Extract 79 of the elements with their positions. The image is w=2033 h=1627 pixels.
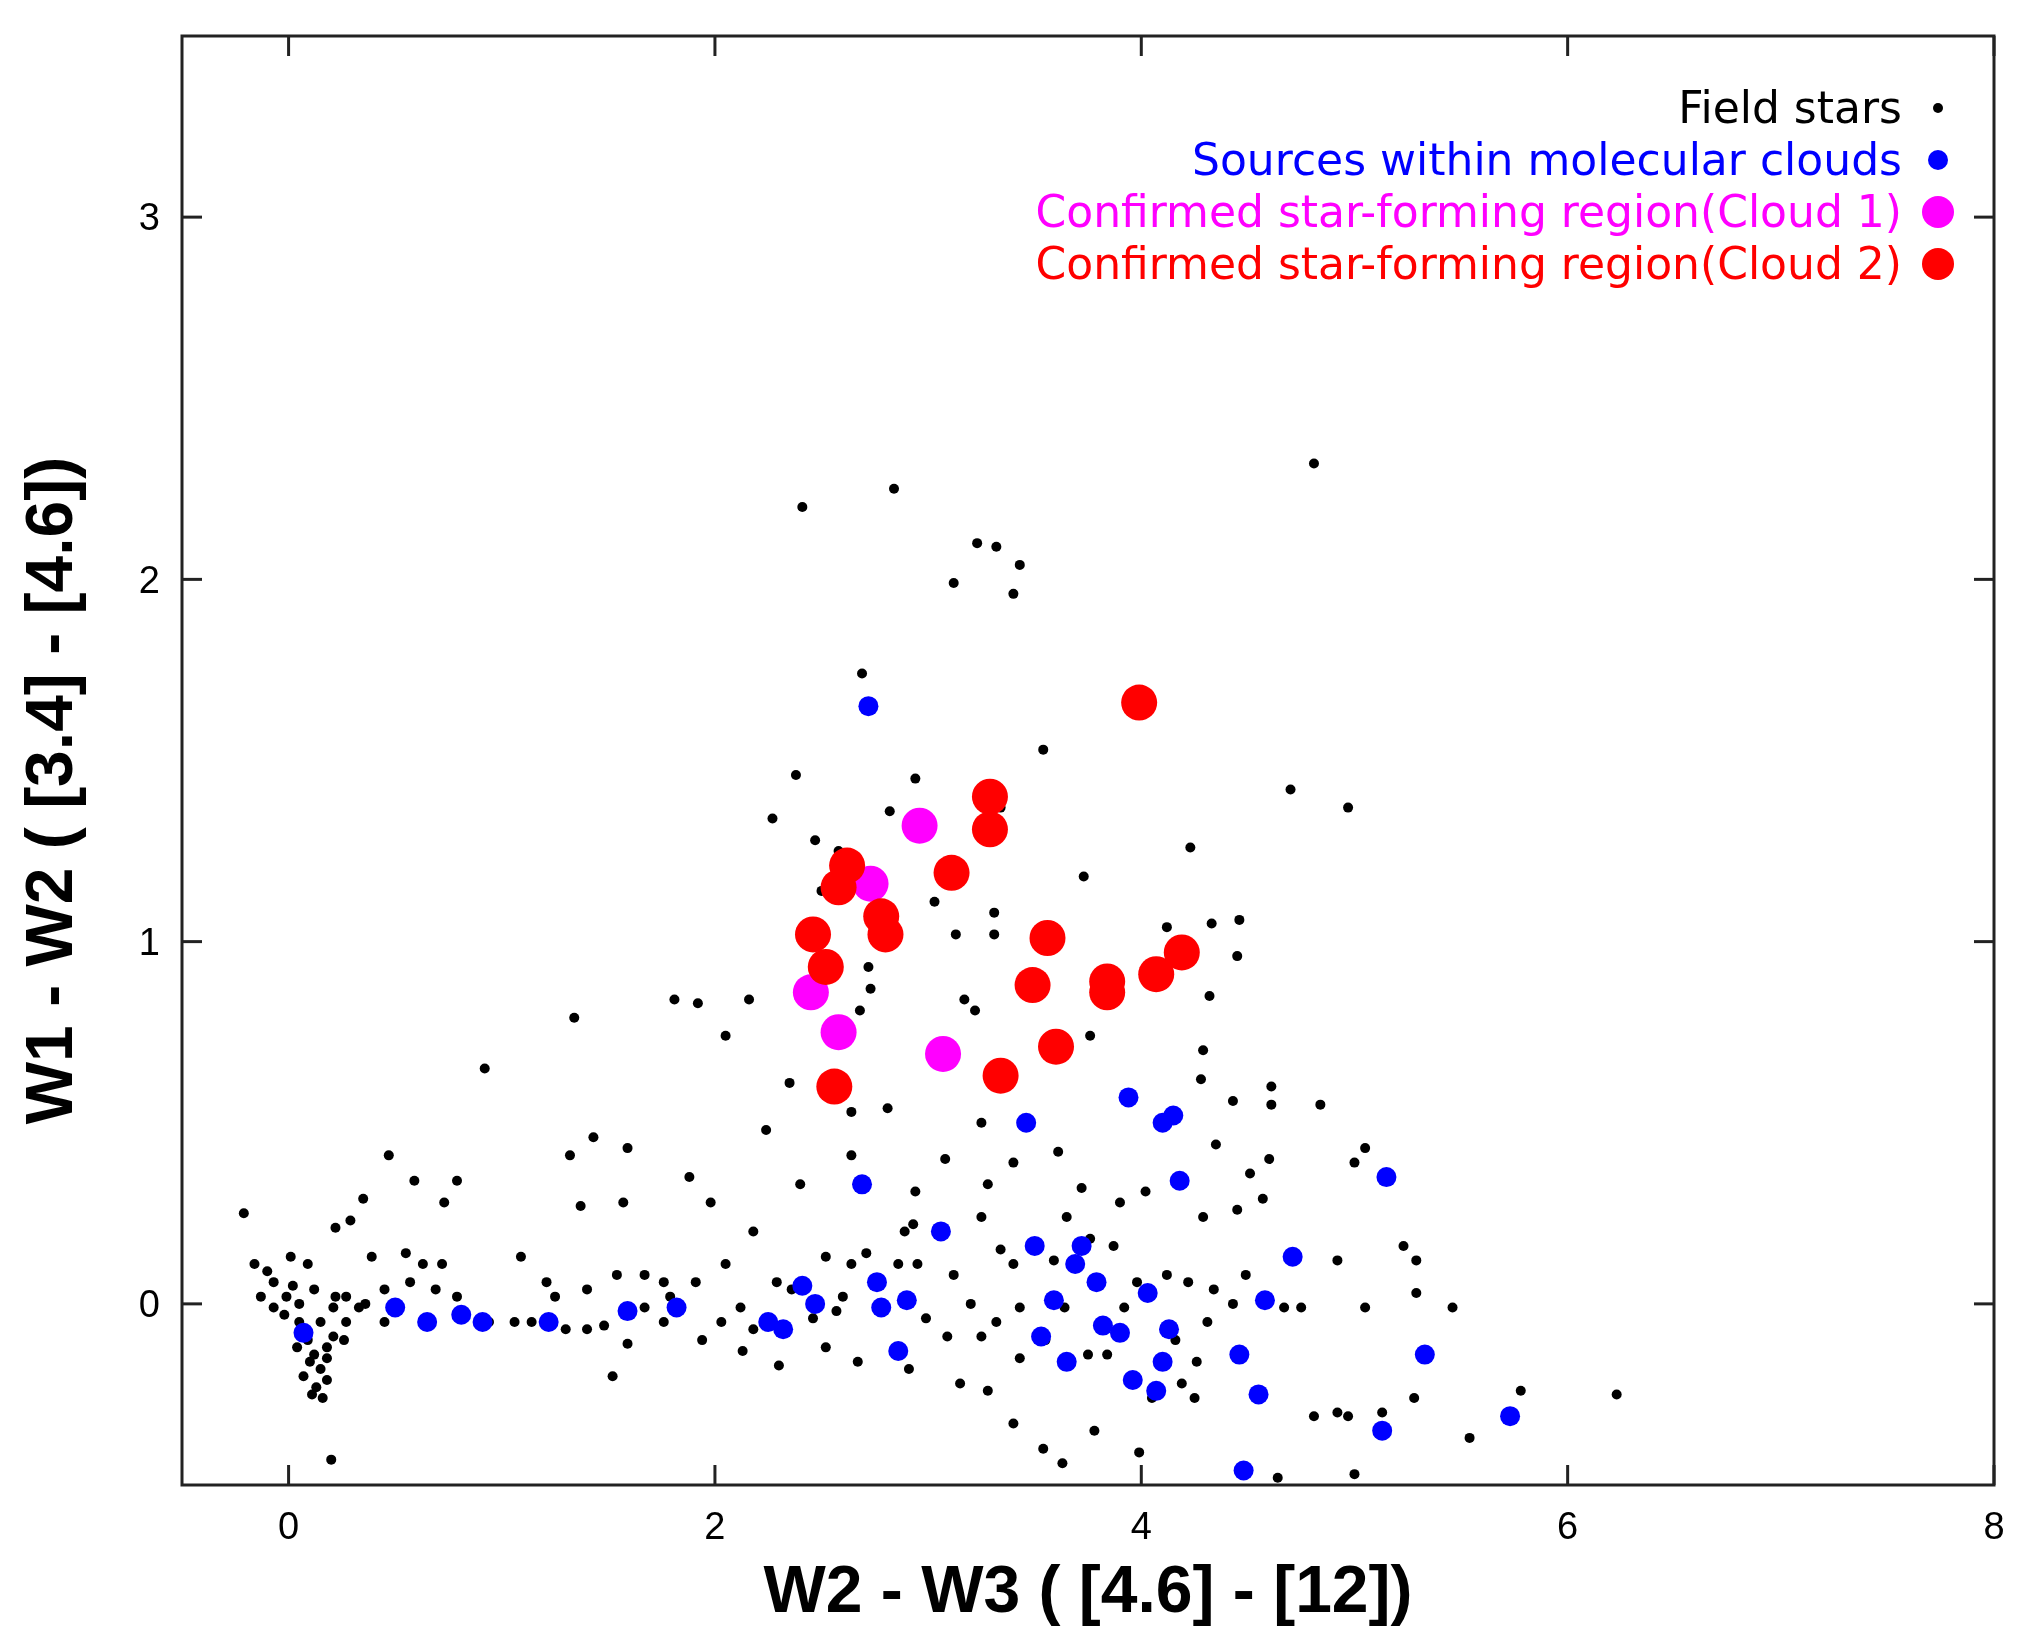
point [807,948,844,985]
point [1024,1235,1045,1256]
point [930,1221,951,1242]
point [820,869,857,906]
point [1229,1344,1250,1365]
point [758,1311,779,1332]
point [1233,1460,1254,1481]
legend-label: Confirmed star-forming region(Cloud 1) [1035,186,1902,238]
point [982,1057,1019,1094]
point [1092,1315,1113,1336]
point [1152,1351,1173,1372]
point [472,1311,493,1332]
point [1014,967,1051,1004]
x-tick-label: 0 [278,1505,300,1547]
point [888,1340,909,1361]
point [1282,1246,1303,1267]
point [385,1297,406,1318]
y-tick-label: 1 [138,920,160,963]
point [816,1068,853,1105]
point [1163,934,1200,971]
x-axis-title: W2 - W3 ( [4.6] - [12]) [763,1552,1413,1626]
point [1043,1290,1064,1311]
point [1414,1344,1435,1365]
point [1248,1384,1269,1405]
point [1376,1167,1397,1188]
point [1163,1105,1184,1126]
point [451,1304,472,1325]
point [1169,1170,1190,1191]
point [1122,1369,1143,1390]
y-axis-title: W1 - W2 ( [3.4] - [4.6]) [12,456,86,1125]
point [1071,1235,1092,1256]
x-tick-label: 6 [1557,1505,1579,1547]
point [1056,1351,1077,1372]
point [1159,1319,1180,1340]
point [805,1293,826,1314]
point [971,778,1008,815]
point [896,1290,917,1311]
y-tick-label: 2 [138,558,160,601]
point [1137,1283,1158,1304]
point [852,1174,873,1195]
x-tick-label: 2 [704,1505,726,1547]
y-tick-label: 3 [138,196,160,239]
point [1065,1254,1086,1275]
point [933,854,970,891]
point [901,807,938,844]
point [792,974,829,1011]
point [858,696,879,717]
point [1500,1406,1521,1427]
x-tick-label: 4 [1130,1505,1152,1547]
point [1138,956,1175,993]
point [538,1311,559,1332]
point [1254,1290,1275,1311]
point [1121,684,1158,721]
x-tick-label: 8 [1983,1505,2005,1547]
legend-label: Field stars [1678,82,1902,134]
point [617,1301,638,1322]
point [795,916,831,953]
point [1031,1326,1052,1347]
point [1109,1322,1130,1343]
point [1029,920,1066,956]
point [1118,1087,1139,1108]
legend-label: Sources within molecular clouds [1192,134,1902,186]
point [971,811,1008,848]
point [666,1297,687,1318]
point [1038,1028,1075,1065]
point [293,1322,314,1343]
point [417,1311,438,1332]
point [1372,1420,1393,1441]
legend-label: Confirmed star-forming region(Cloud 2) [1035,238,1902,290]
point [792,1275,813,1296]
point [1016,1112,1037,1133]
point [820,1014,857,1051]
point [1086,1272,1107,1293]
point [1146,1380,1167,1401]
point [871,1297,892,1318]
point [866,1272,887,1293]
point [773,1319,794,1340]
y-tick-label: 0 [138,1283,160,1326]
point [925,1035,962,1072]
